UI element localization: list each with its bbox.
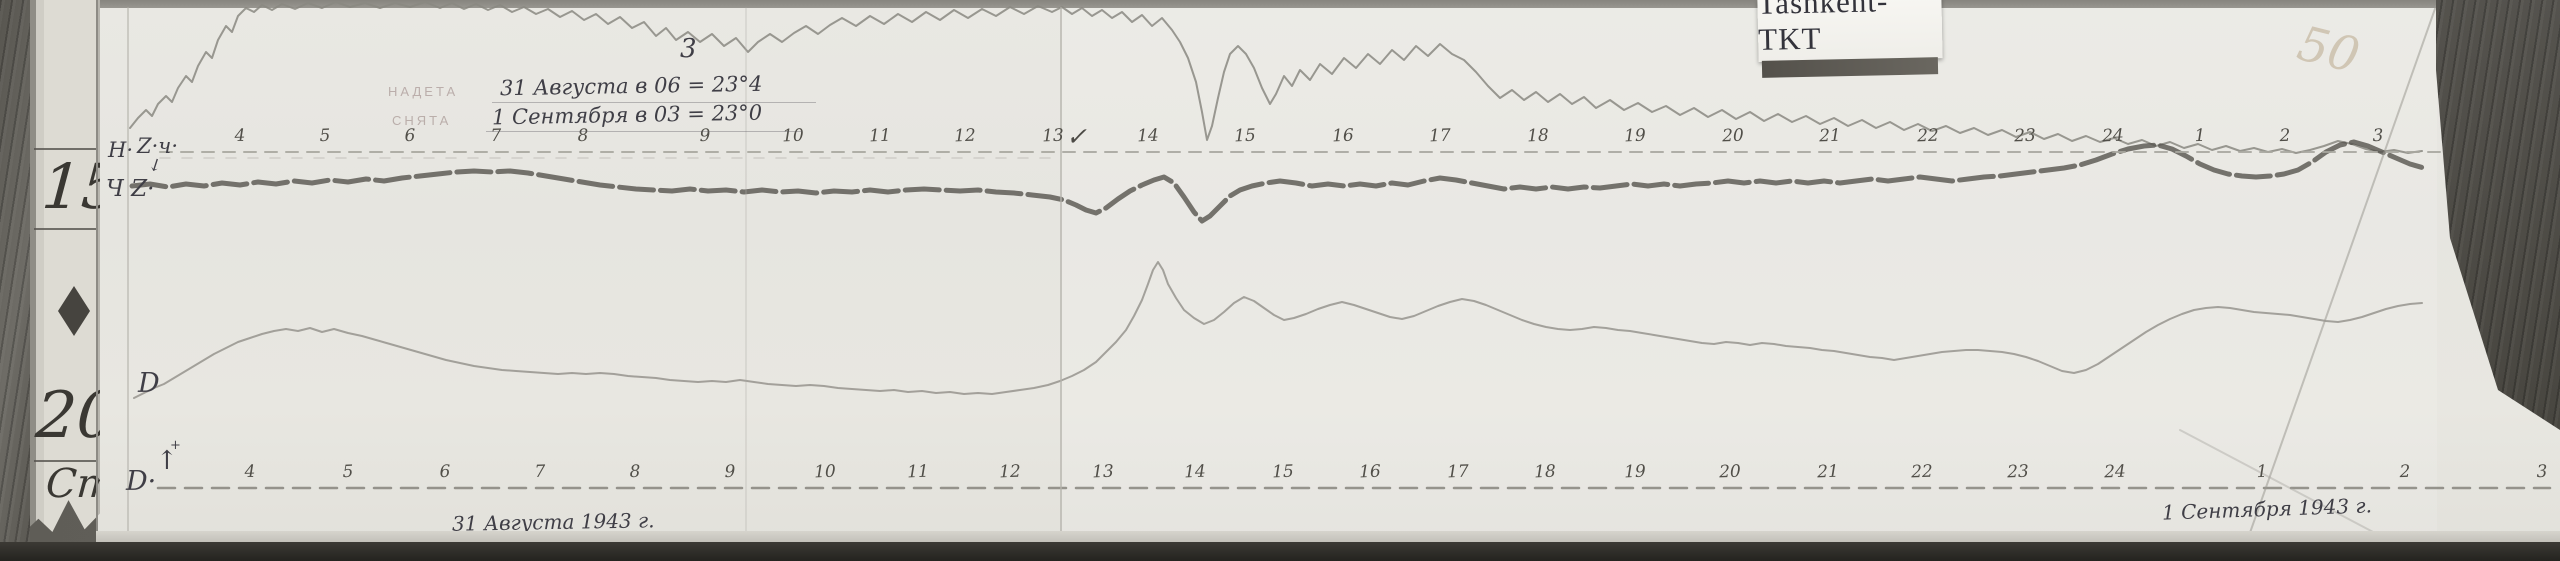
note-taken-off: 1 Сентября в 03 = 23°0 [491, 100, 763, 130]
check-mark: ✓ [1066, 122, 1087, 151]
note-underline [486, 131, 802, 132]
hour-label: 17 [1446, 461, 1470, 483]
station-tag: Tashkent-TKT [1757, 0, 1943, 62]
stamp-nadeta: НАДЕТА [388, 84, 459, 99]
hour-label: 13 [1091, 461, 1115, 483]
hour-label: 11 [906, 461, 930, 483]
z-trace-label: Ч Z· [106, 176, 155, 202]
trace-h-trace [129, 1, 2423, 154]
hour-label: 15 [1271, 461, 1295, 483]
hour-label: 14 [1183, 461, 1207, 483]
record-sheet-paper [96, 6, 2560, 543]
sheet-number: 3 [680, 34, 697, 64]
hour-label: 23 [2006, 461, 2030, 483]
hour-label: 22 [1910, 461, 1934, 483]
hour-label: 16 [1358, 461, 1382, 483]
d-baseline-arrow-icon: ↑ [156, 446, 178, 476]
stamp-snyata: СНЯТА [392, 113, 452, 128]
hour-label: 21 [1816, 461, 1840, 483]
bottom-shadow [0, 542, 2560, 561]
top-frame-strip [30, 0, 2440, 8]
ruler-division-line [34, 148, 96, 150]
hour-label: 4 [244, 461, 256, 483]
hour-label: 10 [813, 461, 837, 483]
hour-label: 24 [2103, 461, 2127, 483]
hour-label: 18 [1533, 461, 1557, 483]
hour-label: 19 [1623, 461, 1647, 483]
trace-d-trace [133, 261, 2423, 399]
note-underline [492, 102, 816, 103]
h-trace-label: H· [108, 138, 133, 162]
hour-label: 7 [534, 461, 546, 483]
hour-label: 1 [2256, 461, 2268, 483]
ruler-division-line [34, 228, 96, 230]
hour-label: 12 [998, 461, 1022, 483]
trace-z-trace [129, 139, 2427, 224]
hour-label: 8 [629, 461, 641, 483]
wood-frame-left [0, 0, 30, 561]
hour-label: 2 [2399, 461, 2411, 483]
d-trace-label: D [138, 368, 160, 399]
hour-label: 6 [439, 461, 451, 483]
station-tag-text: Tashkent-TKT [1757, 0, 1889, 57]
hour-label: 9 [724, 461, 736, 483]
d-baseline-label: D· [126, 466, 157, 497]
sheet-bottom-edge [96, 531, 2560, 542]
note-put-on: 31 Августа в 06 = 23°4 [499, 71, 763, 101]
hour-label: 20 [1718, 461, 1742, 483]
right-sheet-lighter-area [1062, 6, 2437, 543]
cm-ruler: 15 20 Cm [30, 0, 100, 532]
trace-glass-edge-1 [2239, 5, 2437, 561]
ruler-edge-line [96, 0, 98, 532]
hour-label: 5 [342, 461, 354, 483]
hour-label: 3 [2536, 461, 2548, 483]
z-baseline-label: Z·ч· [137, 134, 179, 158]
d-baseline-plus-icon: + [170, 438, 181, 453]
ruler-division-line [34, 460, 96, 462]
